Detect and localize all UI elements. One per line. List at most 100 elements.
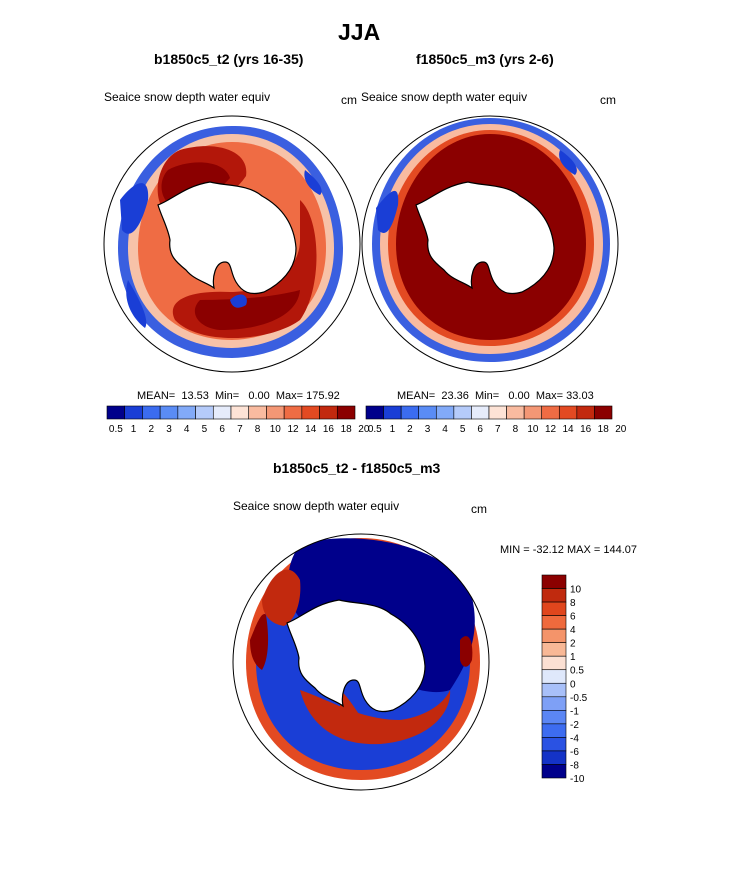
- colorbar-tick-label: 5: [460, 424, 466, 435]
- colorbar-tick-label: -8: [570, 760, 579, 771]
- min-label: Min=: [215, 390, 240, 402]
- min-value: 0.00: [508, 390, 530, 402]
- panel2-variable: Seaice snow depth water equiv: [361, 90, 528, 104]
- colorbar-panel3: 10 8 6 4 2 1 0.5 0 -0.5 -1 -2 -4 -6 -8 -10: [541, 574, 588, 785]
- colorbar-swatch: [541, 588, 567, 603]
- ice-dark-red: [161, 162, 300, 330]
- colorbar-panel1: 0.5 1 2 3 4 5 6 7 8 10 12 14 16 18 20: [106, 405, 370, 435]
- panel2-units: cm: [600, 93, 616, 107]
- colorbar-tick-label: 14: [563, 424, 575, 435]
- colorbar-tick-label: 16: [580, 424, 592, 435]
- figure-title: JJA: [338, 19, 381, 45]
- colorbar-swatch: [319, 405, 338, 420]
- colorbar-tick-label: 10: [527, 424, 539, 435]
- colorbar-tick-label: 14: [305, 424, 317, 435]
- colorbar-tick-label: -0.5: [570, 693, 588, 704]
- colorbar-swatch: [541, 628, 567, 643]
- panel2-title: f1850c5_m3 (yrs 2-6): [416, 51, 554, 67]
- panel3-title: b1850c5_t2 - f1850c5_m3: [273, 460, 441, 476]
- colorbar-swatch: [576, 405, 595, 420]
- colorbar-swatch: [541, 696, 567, 711]
- colorbar-swatch: [541, 710, 567, 725]
- colorbar-tick-label: 7: [495, 424, 501, 435]
- mean-label: MEAN=: [137, 390, 176, 402]
- colorbar-tick-label: 0.5: [368, 424, 382, 435]
- colorbar-tick-label: 4: [570, 625, 576, 636]
- colorbar-swatch: [418, 405, 437, 420]
- colorbar-swatch: [488, 405, 507, 420]
- colorbar-tick-label: 1: [570, 652, 576, 663]
- colorbar-tick-label: -1: [570, 706, 579, 717]
- min-label: Min=: [475, 390, 500, 402]
- colorbar-swatch: [400, 405, 420, 420]
- colorbar-tick-label: 2: [407, 424, 413, 435]
- max-label: MAX =: [566, 544, 601, 556]
- colorbar-tick-label: 12: [287, 424, 299, 435]
- colorbar-swatch: [435, 405, 455, 420]
- panel2-stats: MEAN= 23.36 Min= 0.00 Max= 33.03: [397, 390, 594, 402]
- colorbar-swatch: [541, 764, 567, 779]
- colorbar-tick-label: 1: [131, 424, 137, 435]
- colorbar-swatch: [541, 655, 567, 671]
- colorbar-tick-label: 8: [513, 424, 519, 435]
- mean-label: MEAN=: [397, 390, 436, 402]
- colorbar-swatch: [541, 669, 567, 684]
- colorbar-swatch: [124, 405, 143, 420]
- panel3-units: cm: [471, 502, 487, 516]
- colorbar-tick-label: 7: [237, 424, 243, 435]
- colorbar-tick-label: 10: [270, 424, 282, 435]
- max-value: 175.92: [306, 390, 340, 402]
- max-label: Max=: [535, 390, 564, 402]
- map-panel1: [103, 115, 361, 373]
- colorbar-tick-label: 0: [570, 679, 576, 690]
- colorbar-tick-label: 6: [570, 612, 576, 623]
- colorbar-tick-label: 2: [149, 424, 155, 435]
- colorbar-tick-label: 1: [390, 424, 396, 435]
- ice-blue-patches: [120, 170, 322, 328]
- colorbar-swatch: [266, 405, 285, 420]
- colorbar-tick-label: 3: [166, 424, 172, 435]
- map-panel3: [232, 533, 490, 791]
- map-panel2: [361, 115, 619, 373]
- antarctica-land: [157, 181, 297, 295]
- panel1-title: b1850c5_t2 (yrs 16-35): [154, 51, 304, 67]
- colorbar-swatch: [195, 405, 214, 420]
- colorbar-tick-label: 18: [341, 424, 353, 435]
- colorbar-swatch: [106, 405, 126, 420]
- colorbar-tick-label: 8: [570, 598, 576, 609]
- colorbar-swatch: [177, 405, 196, 420]
- colorbar-swatch: [594, 405, 613, 420]
- min-value: -32.12: [532, 544, 564, 556]
- colorbar-swatch: [541, 601, 567, 616]
- colorbar-tick-label: 20: [358, 424, 370, 435]
- max-label: Max=: [275, 390, 304, 402]
- colorbar-tick-label: 20: [615, 424, 627, 435]
- colorbar-swatch: [541, 723, 567, 738]
- colorbar-tick-label: 6: [219, 424, 225, 435]
- colorbar-swatch: [558, 405, 578, 420]
- diff-red-patches: [262, 569, 451, 745]
- antarctica-land: [415, 181, 555, 295]
- colorbar-swatch: [453, 405, 472, 420]
- colorbar-tick-label: 16: [323, 424, 335, 435]
- colorbar-tick-label: -2: [570, 720, 579, 731]
- colorbar-tick-label: 6: [477, 424, 483, 435]
- panel1-stats: MEAN= 13.53 Min= 0.00 Max= 175.92: [137, 390, 340, 402]
- panel3-variable: Seaice snow depth water equiv: [233, 499, 400, 513]
- colorbar-swatch: [541, 574, 567, 589]
- colorbar-tick-label: -6: [570, 747, 579, 758]
- colorbar-swatch: [142, 405, 161, 420]
- colorbar-tick-label: 0.5: [109, 424, 123, 435]
- colorbar-tick-label: -10: [570, 774, 585, 785]
- colorbar-tick-label: -4: [570, 733, 579, 744]
- colorbar-swatch: [365, 405, 384, 420]
- panel1-units: cm: [341, 93, 357, 107]
- colorbar-tick-label: 4: [184, 424, 190, 435]
- colorbar-tick-label: 12: [545, 424, 557, 435]
- max-value: 33.03: [566, 390, 594, 402]
- colorbar-swatch: [506, 405, 525, 420]
- colorbar-tick-label: 0.5: [570, 666, 584, 677]
- min-label: MIN =: [500, 544, 530, 556]
- max-value: 144.07: [603, 544, 638, 556]
